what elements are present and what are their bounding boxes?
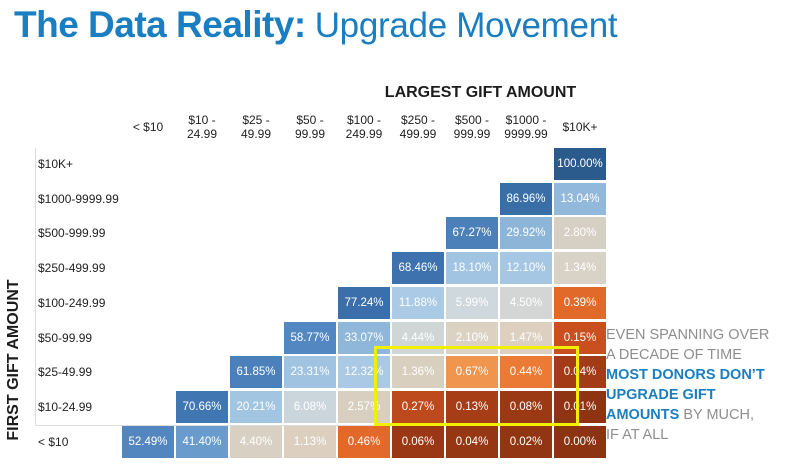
heatmap-cell: 0.27% xyxy=(392,390,444,423)
heatmap-cell: 0.13% xyxy=(446,390,498,423)
heatmap-cell: 0.06% xyxy=(392,425,444,458)
heatmap-cell: 68.46% xyxy=(392,252,444,285)
heatmap-cell: 29.92% xyxy=(500,217,552,250)
note-line-4: UPGRADE GIFT xyxy=(606,387,716,403)
heatmap-cell: 1.36% xyxy=(392,356,444,389)
page-title: The Data Reality: Upgrade Movement xyxy=(14,4,618,64)
heatmap-cell: 0.04% xyxy=(554,356,606,389)
heatmap-cell: 5.99% xyxy=(446,286,498,319)
heatmap-cell: 4.40% xyxy=(230,425,282,458)
heatmap-cell: 23.31% xyxy=(284,356,336,389)
heatmap-cell: 2.57% xyxy=(338,390,390,423)
heatmap-cell: 0.39% xyxy=(554,286,606,319)
heatmap-cell: 0.08% xyxy=(500,390,552,423)
heatmap-cell: 12.10% xyxy=(500,252,552,285)
column-label: $10K+ xyxy=(562,120,598,134)
heatmap-cell: 20.21% xyxy=(230,390,282,423)
heatmap-cell: 6.08% xyxy=(284,390,336,423)
heatmap-cell: 67.27% xyxy=(446,217,498,250)
heatmap-cell: 11.88% xyxy=(392,286,444,319)
heatmap-cell: 100.00% xyxy=(554,148,606,180)
row-label: $25-49.99 xyxy=(38,365,93,380)
title-bold: The Data Reality: xyxy=(14,4,306,45)
column-label: $250 -499.99 xyxy=(399,113,437,141)
heatmap-cell: 61.85% xyxy=(230,356,282,389)
column-label: $50 -99.99 xyxy=(294,113,326,141)
heatmap-cell: 12.32% xyxy=(338,356,390,389)
heatmap-cell: 0.00% xyxy=(554,425,606,458)
heatmap-cell: 0.67% xyxy=(446,356,498,389)
row-label: $10-24.99 xyxy=(38,399,93,414)
column-label: $100 -249.99 xyxy=(345,113,383,141)
heatmap-cell: 70.66% xyxy=(176,390,228,423)
x-axis-title: LARGEST GIFT AMOUNT xyxy=(384,84,577,101)
row-label: $250-499.99 xyxy=(38,261,106,276)
column-label: $25 -49.99 xyxy=(240,113,272,141)
y-axis-title: FIRST GIFT AMOUNT xyxy=(5,279,22,441)
row-label: $500-999.99 xyxy=(38,226,106,241)
heatmap-cell: 41.40% xyxy=(176,425,228,458)
annotation-note: EVEN SPANNING OVER A DECADE OF TIME MOST… xyxy=(606,325,806,445)
heatmap-cell: 2.80% xyxy=(554,217,606,250)
heatmap-cell: 1.34% xyxy=(554,252,606,285)
note-line-5-rest: BY MUCH, xyxy=(679,407,754,423)
row-label: < $10 xyxy=(38,434,69,449)
note-line-5-bold: AMOUNTS xyxy=(606,407,680,423)
row-label: $50-99.99 xyxy=(38,330,93,345)
heatmap-cell: 4.50% xyxy=(500,286,552,319)
heatmap-cell: 13.04% xyxy=(554,182,606,215)
column-label: $1000 -9999.99 xyxy=(504,113,548,141)
column-label: $10 -24.99 xyxy=(186,113,218,141)
highlight-box xyxy=(374,346,579,426)
heatmap-cell: 0.01% xyxy=(554,390,606,423)
row-label: $1000-9999.99 xyxy=(38,191,119,206)
heatmap-cell: 0.02% xyxy=(500,425,552,458)
y-axis-title-wrap: FIRST GIFT AMOUNT xyxy=(0,250,28,470)
heatmap-cell: 1.13% xyxy=(284,425,336,458)
column-label: < $10 xyxy=(132,120,164,134)
column-label: $500 -999.99 xyxy=(453,113,491,141)
heatmap-cell: 0.44% xyxy=(500,356,552,389)
note-line-2: A DECADE OF TIME xyxy=(606,347,742,363)
heatmap-cell: 58.77% xyxy=(284,321,336,354)
heatmap-cell: 52.49% xyxy=(122,425,174,458)
note-line-5: AMOUNTS BY MUCH, xyxy=(606,405,806,425)
row-label: $10K+ xyxy=(38,157,74,171)
heatmap-cell: 77.24% xyxy=(338,286,390,319)
note-line-1: EVEN SPANNING OVER xyxy=(606,327,770,343)
heatmap-cell: 0.46% xyxy=(338,425,390,458)
x-axis-line xyxy=(35,425,580,426)
title-light: Upgrade Movement xyxy=(314,6,618,45)
heatmap-cell: 0.04% xyxy=(446,425,498,458)
y-axis-line xyxy=(35,148,36,425)
heatmap-cell: 86.96% xyxy=(500,182,552,215)
note-line-3: MOST DONORS DON’T xyxy=(606,367,765,383)
row-label: $100-249.99 xyxy=(38,295,106,310)
heatmap-cell: 18.10% xyxy=(446,252,498,285)
note-line-6: IF AT ALL xyxy=(606,427,669,443)
